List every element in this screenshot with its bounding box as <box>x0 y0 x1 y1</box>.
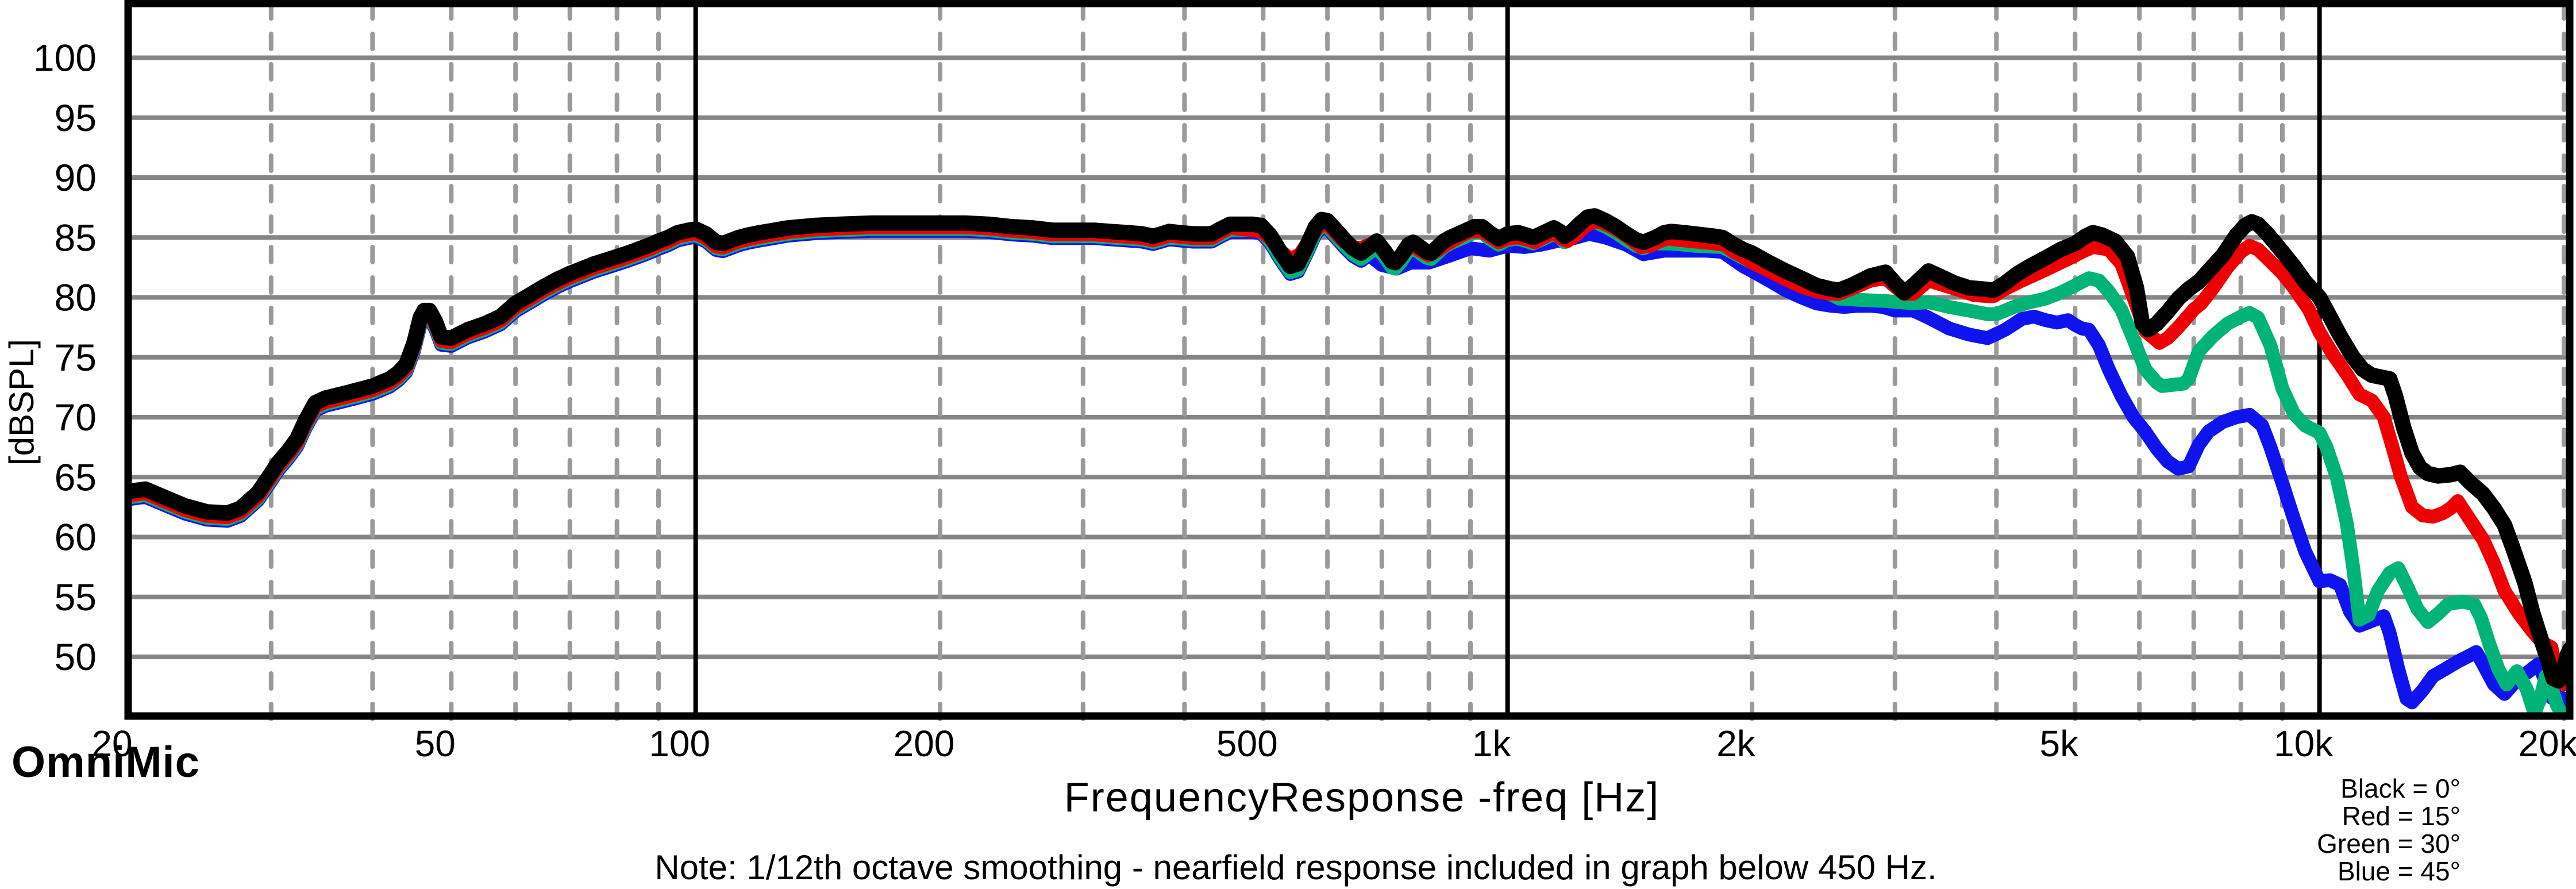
curve-0deg <box>131 208 2567 689</box>
y-tick-label-90: 90 <box>55 156 97 199</box>
x-tick-label-500: 500 <box>1216 723 1278 764</box>
y-tick-label-55: 55 <box>55 576 97 618</box>
omnimic-logo: OmniMic <box>11 738 200 787</box>
x-tick-label-200: 200 <box>894 723 955 764</box>
legend-entry-green: Green = 30° <box>2317 829 2461 859</box>
x-tick-label-100: 100 <box>649 723 710 764</box>
y-tick-label-75: 75 <box>55 336 97 379</box>
x-tick-label-50: 50 <box>415 723 456 764</box>
y-tick-label-65: 65 <box>55 456 97 498</box>
y-tick-label-95: 95 <box>55 97 97 139</box>
smoothing-note: Note: 1/12th octave smoothing - nearfiel… <box>654 848 1936 887</box>
y-tick-label-50: 50 <box>55 636 97 678</box>
plot-border <box>124 0 2574 720</box>
x-tick-label-1k: 1k <box>1472 723 1512 764</box>
legend-entry-blue: Blue = 45° <box>2338 856 2461 886</box>
y-tick-label-80: 80 <box>55 276 97 319</box>
x-tick-label-2k: 2k <box>1716 723 1756 764</box>
y-axis-title: [dBSPL] <box>2 339 41 465</box>
x-tick-label-20: 20 <box>91 723 132 764</box>
y-tick-label-85: 85 <box>55 216 97 259</box>
x-tick-label-10k: 10k <box>2274 723 2334 764</box>
legend-entry-red: Red = 15° <box>2342 801 2461 831</box>
y-tick-label-100: 100 <box>33 37 97 79</box>
y-tick-label-70: 70 <box>55 396 97 438</box>
y-tick-label-60: 60 <box>55 516 97 559</box>
legend-entry-black: Black = 0° <box>2340 773 2461 803</box>
chart-title: FrequencyResponse -freq [Hz] <box>1064 775 1659 821</box>
x-tick-label-20k: 20k <box>2518 723 2576 764</box>
x-tick-label-5k: 5k <box>2039 723 2079 764</box>
curve-15deg <box>131 215 2567 691</box>
